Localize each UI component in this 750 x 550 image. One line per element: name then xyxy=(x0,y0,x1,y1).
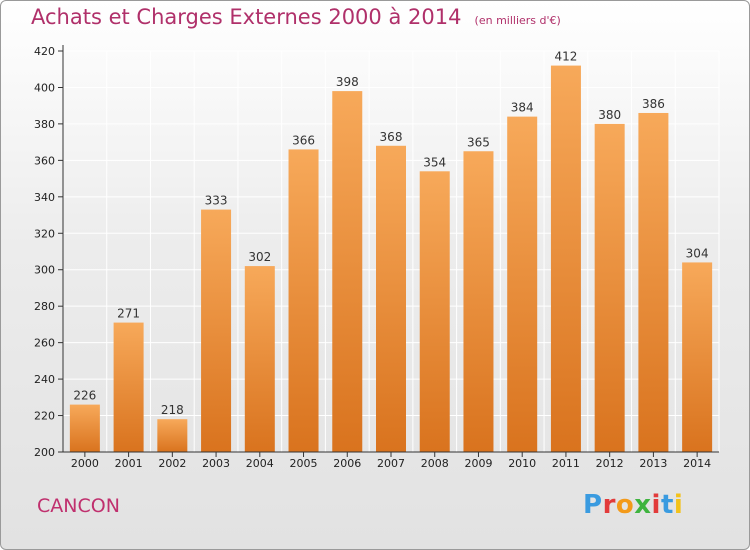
x-tick-label: 2001 xyxy=(115,457,143,470)
bar xyxy=(288,149,319,452)
bar xyxy=(419,171,450,453)
bar-value-label: 398 xyxy=(336,75,359,89)
bar xyxy=(507,116,538,453)
logo-letter: i xyxy=(673,490,684,520)
bar xyxy=(332,91,363,452)
x-tick-label: 2011 xyxy=(552,457,580,470)
x-tick-label: 2010 xyxy=(508,457,536,470)
bar-value-label: 218 xyxy=(161,403,184,417)
bar xyxy=(201,209,232,452)
bar xyxy=(550,65,581,452)
bar-value-label: 365 xyxy=(467,135,490,149)
y-tick-label: 200 xyxy=(34,446,55,459)
proxiti-logo[interactable]: Proxiti xyxy=(583,490,683,520)
title-row: Achats et Charges Externes 2000 à 2014 (… xyxy=(31,5,561,29)
bar xyxy=(157,419,188,452)
logo-letter: t xyxy=(660,490,674,520)
y-tick-label: 420 xyxy=(34,45,55,58)
bar xyxy=(113,322,144,452)
x-tick-label: 2008 xyxy=(421,457,449,470)
bar-value-label: 333 xyxy=(205,194,228,208)
city-name: CANCON xyxy=(37,495,120,517)
bar xyxy=(463,151,494,452)
bar xyxy=(376,145,406,453)
bar xyxy=(69,404,100,452)
y-tick-label: 240 xyxy=(34,373,55,386)
x-tick-label: 2006 xyxy=(333,457,361,470)
bar-value-label: 302 xyxy=(248,250,271,264)
y-tick-label: 340 xyxy=(34,191,55,204)
bar-value-label: 380 xyxy=(598,108,621,122)
logo-letter: P xyxy=(583,490,603,520)
x-tick-label: 2003 xyxy=(202,457,230,470)
bar xyxy=(594,123,625,452)
logo-letter: i xyxy=(651,490,661,520)
x-tick-label: 2005 xyxy=(290,457,318,470)
bar-value-label: 271 xyxy=(117,307,140,321)
bar-value-label: 384 xyxy=(511,101,534,115)
x-tick-label: 2004 xyxy=(246,457,274,470)
x-tick-label: 2007 xyxy=(377,457,405,470)
bar-value-label: 368 xyxy=(380,130,403,144)
bar-value-label: 386 xyxy=(642,97,665,111)
y-tick-label: 400 xyxy=(34,81,55,94)
x-tick-label: 2014 xyxy=(683,457,711,470)
bar-value-label: 354 xyxy=(423,155,446,169)
logo-letter: x xyxy=(634,490,652,520)
logo-letter: r xyxy=(602,490,616,520)
y-tick-label: 360 xyxy=(34,154,55,167)
y-tick-label: 320 xyxy=(34,227,55,240)
y-tick-label: 300 xyxy=(34,264,55,277)
bar-value-label: 304 xyxy=(686,246,709,260)
y-tick-label: 260 xyxy=(34,337,55,350)
x-tick-label: 2009 xyxy=(464,457,492,470)
logo-letter: o xyxy=(615,490,635,520)
y-tick-label: 380 xyxy=(34,118,55,131)
x-tick-label: 2012 xyxy=(596,457,624,470)
x-tick-label: 2000 xyxy=(71,457,99,470)
bar xyxy=(638,112,669,453)
bar xyxy=(682,262,713,452)
y-tick-label: 220 xyxy=(34,410,55,423)
bar-value-label: 412 xyxy=(554,50,577,64)
bar-value-label: 226 xyxy=(73,389,96,403)
chart-title: Achats et Charges Externes 2000 à 2014 xyxy=(31,5,462,29)
chart-subtitle: (en milliers d'€) xyxy=(474,14,561,27)
x-tick-label: 2013 xyxy=(639,457,667,470)
bar-value-label: 366 xyxy=(292,133,315,147)
bar xyxy=(244,266,275,452)
y-tick-label: 280 xyxy=(34,300,55,313)
x-tick-label: 2002 xyxy=(158,457,186,470)
